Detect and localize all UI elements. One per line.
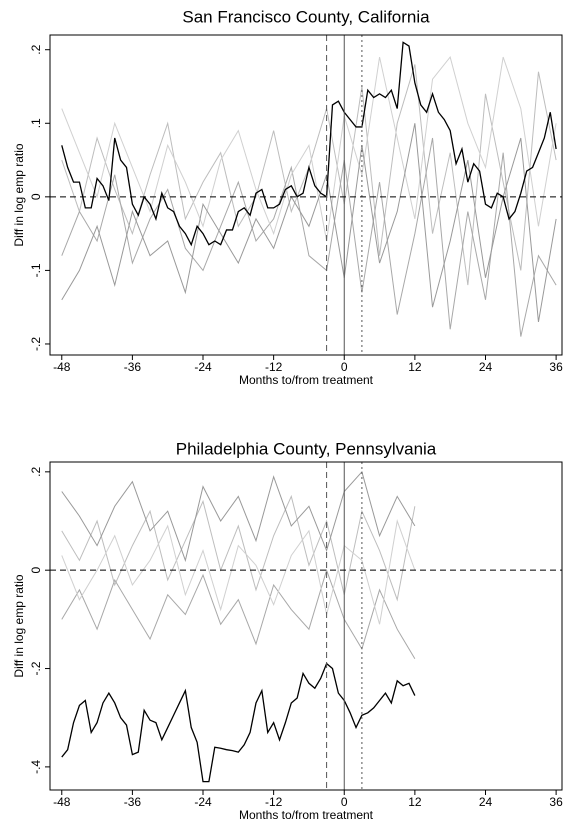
y-tick-label: .2	[29, 44, 43, 54]
plot-area	[50, 462, 562, 790]
x-tick-label: -36	[124, 795, 142, 809]
chart-title: Philadelphia County, Pennsylvania	[176, 439, 437, 458]
y-tick-label: -.1	[29, 263, 43, 277]
x-tick-label: 12	[408, 360, 422, 374]
x-tick-label: 12	[408, 795, 422, 809]
x-axis-title: Months to/from treatment	[239, 808, 374, 822]
x-tick-label: -24	[194, 795, 212, 809]
series-line	[61, 494, 416, 602]
series-line	[61, 137, 557, 337]
series-line	[61, 568, 416, 659]
x-tick-label: 36	[549, 795, 563, 809]
x-tick-label: -12	[265, 795, 283, 809]
x-tick-label: -48	[53, 795, 71, 809]
x-tick-label: 24	[479, 795, 493, 809]
y-tick-label: .2	[29, 467, 43, 477]
x-tick-label: -48	[53, 360, 71, 374]
x-tick-label: 0	[341, 360, 348, 374]
plot-frame	[49, 34, 563, 356]
y-axis-title: Diff in log emp ratio	[12, 143, 26, 246]
panel: San Francisco County, California -48 -36 -2…	[12, 7, 563, 387]
x-tick-label: -36	[124, 360, 142, 374]
x-tick-label: -24	[194, 360, 212, 374]
series-line	[61, 123, 557, 322]
panel: Philadelphia County, Pennsylvania -48 -36 -…	[12, 439, 563, 822]
y-tick-label: 0	[29, 567, 43, 574]
plot-frame	[49, 461, 563, 791]
series-line	[61, 519, 416, 625]
plot-area	[50, 35, 562, 355]
series-line	[61, 470, 416, 563]
x-axis-title: Months to/from treatment	[239, 373, 374, 387]
x-tick-label: 24	[479, 360, 493, 374]
x-tick-label: -12	[265, 360, 283, 374]
x-tick-label: 36	[549, 360, 563, 374]
x-tick-label: 0	[341, 795, 348, 809]
series-line	[61, 41, 557, 247]
y-tick-label: -.2	[29, 661, 43, 675]
series-line	[61, 662, 416, 783]
y-tick-label: .1	[29, 118, 43, 128]
y-tick-label: -.4	[29, 760, 43, 774]
y-axis-title: Diff in log emp ratio	[12, 574, 26, 677]
y-tick-label: 0	[29, 193, 43, 200]
chart-title: San Francisco County, California	[182, 7, 430, 26]
y-tick-label: -.2	[29, 337, 43, 351]
series-line	[61, 55, 557, 242]
